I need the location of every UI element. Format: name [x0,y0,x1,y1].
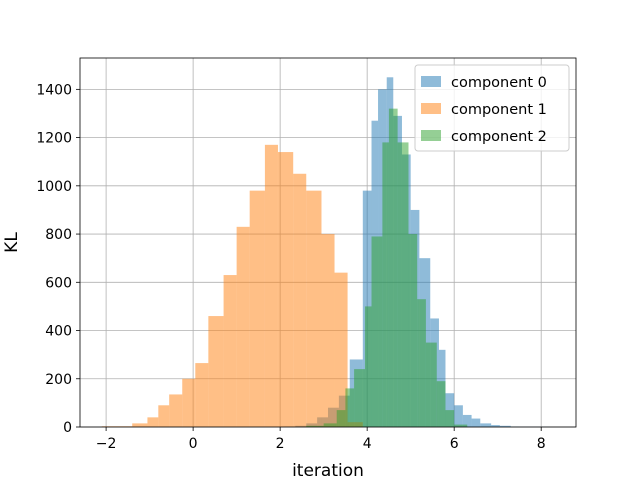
histogram-bar [397,142,409,428]
histogram-bar [158,405,170,427]
histogram-bar [408,234,418,427]
legend-label: component 0 [451,75,547,91]
histogram-bar [195,363,209,427]
legend-label: component 2 [451,129,547,145]
histogram-bar [132,423,148,427]
histogram-bar [147,417,159,427]
histogram-bar [382,142,389,428]
legend: component 0 component 1 component 2 [414,64,570,152]
histogram-bar [249,190,265,427]
y-tick-label: 200 [45,372,72,388]
legend-label: component 1 [451,102,547,118]
x-tick-label: 6 [450,436,459,452]
histogram-bars [101,77,550,428]
legend-swatch [421,103,441,114]
histogram-bar [354,369,365,427]
histogram-bar [454,424,468,427]
histogram-bar [345,388,355,427]
y-tick-label: 800 [45,227,72,243]
legend-swatch [421,130,441,141]
x-tick-label: −2 [96,436,117,452]
x-tick-label: 0 [189,436,198,452]
histogram-bar [306,425,324,427]
histogram-bar [364,306,372,427]
histogram-bar [436,381,446,427]
legend-box [414,64,570,152]
y-tick-label: 1000 [36,179,72,195]
histogram-bar [471,418,481,427]
y-tick-label: 400 [45,324,72,340]
x-tick-label: 8 [537,436,546,452]
histogram-bar [371,236,383,427]
x-tick-label: 4 [363,436,372,452]
histogram-bar [445,410,455,427]
legend-swatch [421,76,441,87]
x-axis-title: iteration [292,461,364,480]
histogram-bar [182,378,196,427]
histogram-bar [169,394,183,427]
y-tick-label: 1400 [36,82,72,98]
series-1-bars [101,144,363,427]
histogram-bar [480,423,492,427]
histogram-bar [208,316,224,427]
histogram-bar [417,299,426,427]
histogram-bar [223,275,237,427]
x-axis-ticks: −2 0 2 4 6 8 [96,427,546,452]
histogram-bar [277,152,294,427]
histogram-bar [499,425,511,427]
plot-frame [79,57,577,428]
y-axis-ticks: 0 200 400 600 800 1000 1200 1400 [36,82,80,436]
histogram-bar [336,410,346,427]
y-axis-title: KL [2,232,22,253]
histogram-bar [306,190,322,427]
histogram-bar [293,173,307,427]
histogram-bar [425,342,437,427]
histogram-bar [454,405,463,427]
histogram-bar [462,414,472,427]
histogram-bar [321,234,335,427]
x-tick-label: 2 [276,436,285,452]
y-tick-label: 0 [63,420,72,436]
y-tick-label: 600 [45,275,72,291]
y-tick-label: 1200 [36,131,72,147]
series-2-bars [306,108,468,428]
histogram-bar [236,226,250,427]
histogram-bar [491,425,500,427]
histogram-bar [323,423,337,427]
histogram-bar [334,272,348,427]
histogram-bar [264,144,278,427]
histogram-bar [388,108,398,427]
